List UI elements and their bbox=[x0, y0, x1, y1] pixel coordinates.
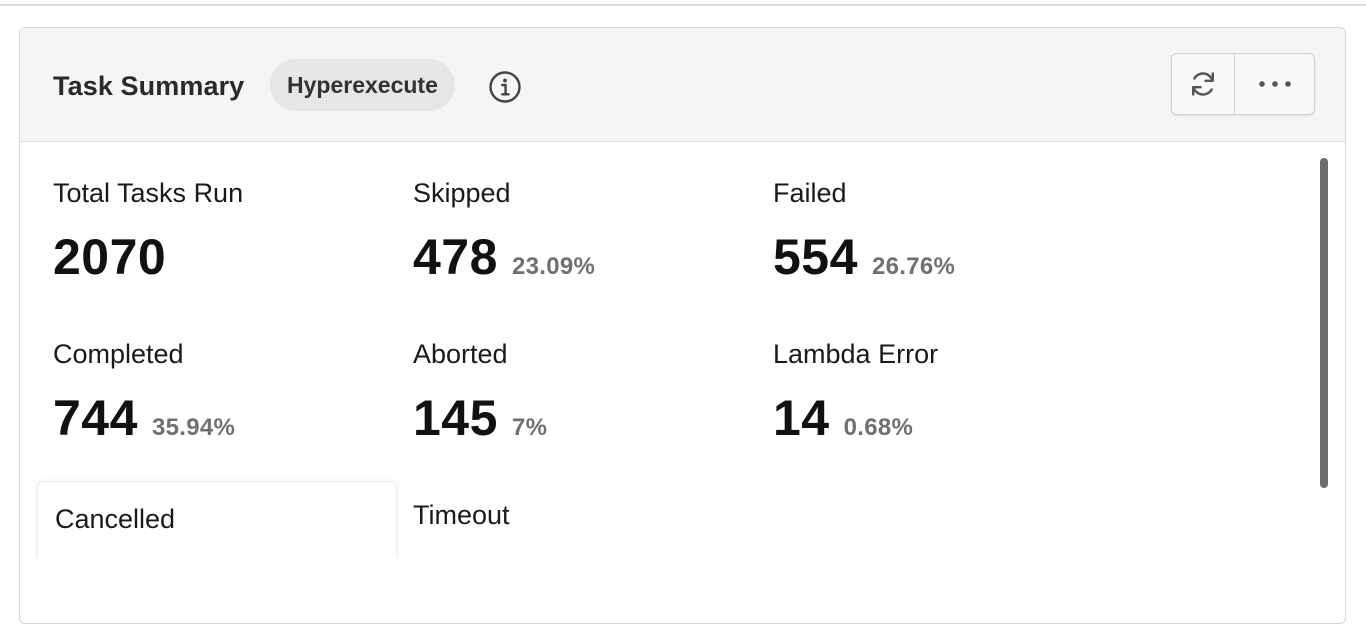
refresh-button[interactable] bbox=[1172, 54, 1235, 114]
metric-value: 554 bbox=[773, 229, 858, 285]
card-title: Task Summary bbox=[53, 71, 245, 101]
metric-percent: 26.76% bbox=[871, 253, 956, 280]
metric-value-row: 14 0.68% bbox=[773, 389, 913, 447]
metric-label: Completed bbox=[53, 339, 184, 369]
metric-value-row: 554 26.76% bbox=[773, 228, 955, 286]
metric-value: 478 bbox=[413, 229, 498, 285]
metric-value: 2070 bbox=[53, 229, 167, 285]
top-divider bbox=[0, 4, 1366, 6]
hyperexecute-badge: Hyperexecute bbox=[270, 59, 455, 111]
card-header: Task Summary Hyperexecute bbox=[20, 28, 1345, 142]
metric-value: 145 bbox=[413, 390, 498, 446]
metric-label: Failed bbox=[773, 178, 847, 208]
metric-label: Cancelled bbox=[55, 504, 176, 534]
refresh-icon bbox=[1192, 72, 1214, 96]
metric-value: 14 bbox=[773, 390, 830, 446]
metric-label: Skipped bbox=[413, 178, 511, 208]
metric-value-row: 2070 bbox=[53, 228, 166, 286]
more-horizontal-icon bbox=[1258, 81, 1291, 87]
metric-percent: 0.68% bbox=[843, 414, 914, 441]
metric-value-row: 744 35.94% bbox=[53, 389, 235, 447]
task-summary-card: Task Summary Hyperexecute bbox=[19, 27, 1346, 624]
metric-value-row: 478 23.09% bbox=[413, 228, 595, 286]
metric-value: 744 bbox=[53, 390, 138, 446]
metric-label: Aborted bbox=[413, 339, 508, 369]
scrollbar-thumb[interactable] bbox=[1320, 158, 1328, 488]
metric-percent: 35.94% bbox=[151, 414, 236, 441]
metric-label: Lambda Error bbox=[773, 339, 939, 369]
metrics-scrollbar[interactable] bbox=[1317, 154, 1331, 490]
metric-percent: 7% bbox=[511, 414, 548, 441]
header-action-group bbox=[1171, 53, 1315, 115]
metric-cancelled[interactable]: Cancelled bbox=[37, 481, 397, 558]
metric-label: Total Tasks Run bbox=[53, 178, 244, 208]
metrics-grid: Total Tasks Run 2070 Skipped 478 23.09% F… bbox=[20, 142, 1320, 558]
metric-label: Timeout bbox=[413, 500, 510, 530]
metric-value-row: 145 7% bbox=[413, 389, 547, 447]
info-circle-icon[interactable] bbox=[488, 70, 522, 104]
more-options-button[interactable] bbox=[1235, 54, 1314, 114]
metric-percent: 23.09% bbox=[511, 253, 596, 280]
